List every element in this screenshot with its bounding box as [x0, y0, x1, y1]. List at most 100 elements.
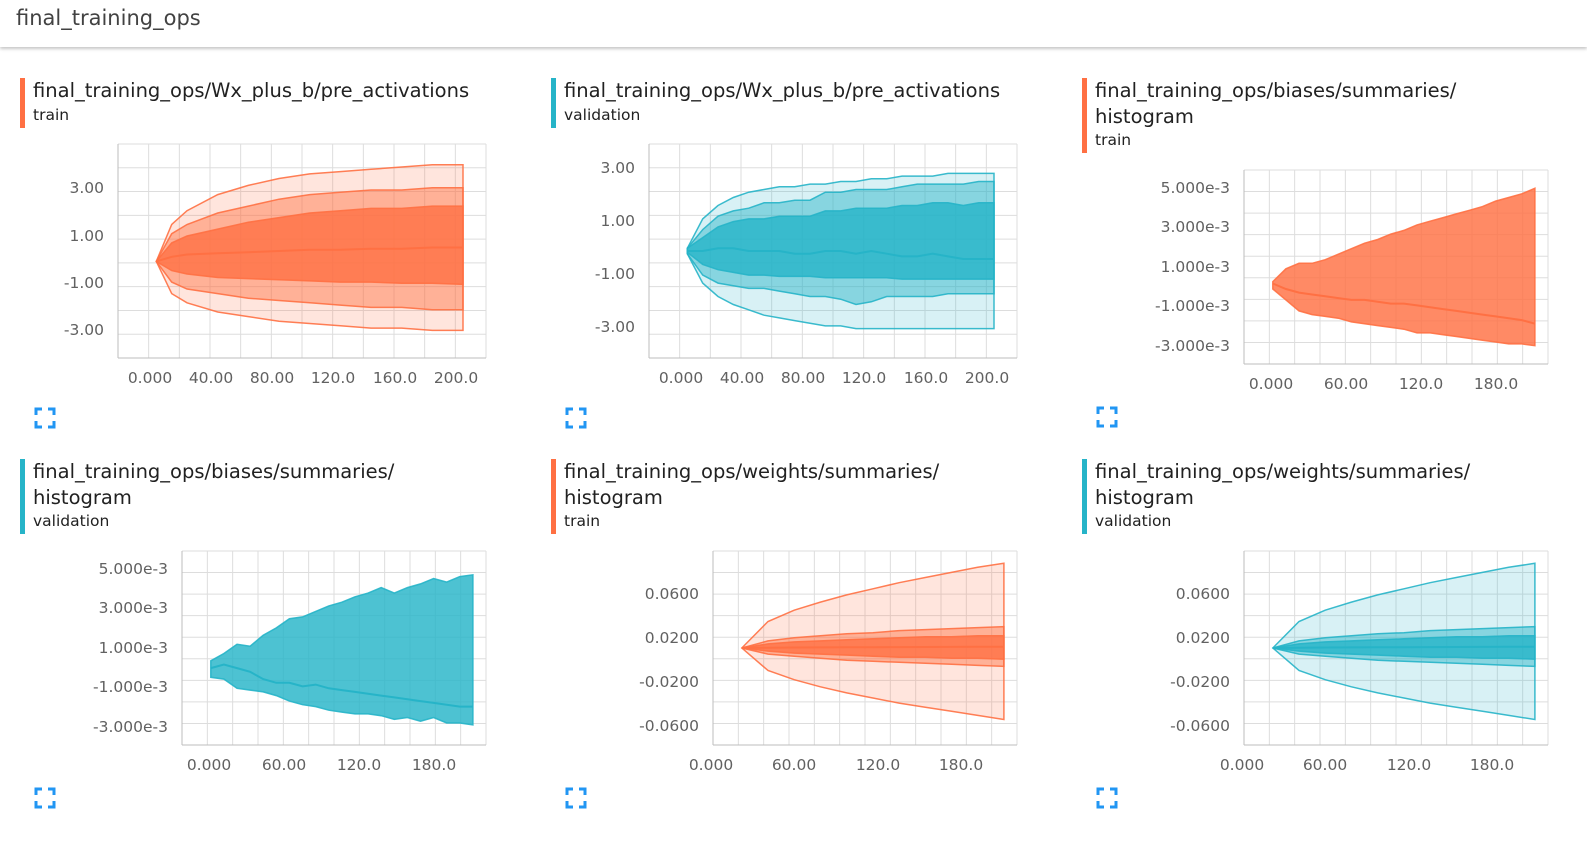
- chart-title: final_training_ops/Wx_plus_b/pre_activat…: [564, 79, 1001, 102]
- y-tick-label: 1.000e-3: [99, 639, 168, 657]
- x-tick-label: 180.0: [1474, 375, 1518, 393]
- histogram-chart[interactable]: 3.00 1.00 -1.00 -3.00 0.000 40.00 80.00 120.0 16…: [20, 140, 540, 400]
- y-tick-label: -1.000e-3: [1155, 297, 1230, 315]
- median-line: [156, 246, 463, 263]
- x-tick-label: 0.000: [1249, 375, 1293, 393]
- section-title: final_training_ops: [16, 6, 201, 30]
- chart-title: final_training_ops/biases/summaries/ his…: [33, 460, 395, 509]
- run-label: validation: [33, 512, 110, 530]
- x-tick-label: 60.00: [262, 756, 306, 774]
- run-color-bar: [551, 78, 556, 128]
- run-label: train: [564, 512, 601, 530]
- section-header: final_training_ops: [0, 0, 1587, 47]
- run-color-bar: [551, 459, 556, 534]
- x-tick-label: 0.000: [659, 369, 703, 387]
- x-tick-label: 120.0: [337, 756, 381, 774]
- median-line: [210, 663, 473, 708]
- x-tick-label: 40.00: [720, 369, 764, 387]
- x-tick-label: 200.0: [434, 369, 478, 387]
- median-line: [741, 645, 1004, 649]
- x-tick-label: 80.00: [781, 369, 825, 387]
- y-tick-label: 1.00: [600, 212, 635, 230]
- distribution-band-0: [1272, 187, 1536, 347]
- x-tick-label: 180.0: [412, 756, 456, 774]
- x-tick-label: 60.00: [772, 756, 816, 774]
- y-tick-label: -3.000e-3: [1155, 337, 1230, 355]
- x-tick-label: 0.000: [187, 756, 231, 774]
- y-tick-label: -1.000e-3: [93, 678, 168, 696]
- y-tick-label: -0.0600: [639, 717, 699, 735]
- distribution-band-2: [686, 202, 995, 280]
- y-tick-label: 3.00: [600, 159, 635, 177]
- x-tick-label: 120.0: [1399, 375, 1443, 393]
- run-label: validation: [1095, 512, 1172, 530]
- histogram-chart[interactable]: 5.000e-3 3.000e-3 1.000e-3 -1.000e-3 -3.000e…: [1082, 166, 1587, 426]
- expand-icon[interactable]: [1096, 406, 1118, 428]
- y-tick-label: -3.00: [64, 321, 104, 339]
- y-tick-label: 0.0200: [645, 629, 699, 647]
- x-tick-label: 160.0: [373, 369, 417, 387]
- x-tick-label: 180.0: [1470, 756, 1514, 774]
- run-label: train: [1095, 131, 1132, 149]
- histogram-chart[interactable]: 0.0600 0.0200 -0.0200 -0.0600 0.000 60.00 120.…: [551, 547, 1071, 807]
- y-tick-label: 5.000e-3: [99, 560, 168, 578]
- y-tick-label: 3.00: [69, 179, 104, 197]
- y-tick-label: 1.000e-3: [1161, 258, 1230, 276]
- x-tick-label: 120.0: [842, 369, 886, 387]
- x-tick-label: 40.00: [189, 369, 233, 387]
- expand-icon[interactable]: [34, 787, 56, 809]
- y-tick-label: -0.0200: [639, 673, 699, 691]
- run-label: validation: [564, 106, 641, 124]
- run-label: train: [33, 106, 70, 124]
- chart-card: final_training_ops/Wx_plus_b/pre_activat…: [20, 78, 540, 448]
- run-color-bar: [20, 459, 25, 534]
- x-tick-label: 120.0: [856, 756, 900, 774]
- y-tick-label: -3.000e-3: [93, 718, 168, 736]
- chart-card: final_training_ops/biases/summaries/ his…: [20, 459, 540, 829]
- histogram-chart[interactable]: 3.00 1.00 -1.00 -3.00 0.000 40.00 80.00 120.0 16…: [551, 140, 1071, 400]
- expand-icon[interactable]: [1096, 787, 1118, 809]
- x-tick-label: 60.00: [1324, 375, 1368, 393]
- chart-title: final_training_ops/weights/summaries/ hi…: [564, 460, 940, 509]
- x-tick-label: 80.00: [250, 369, 294, 387]
- x-tick-label: 0.000: [128, 369, 172, 387]
- x-tick-label: 60.00: [1303, 756, 1347, 774]
- y-tick-label: -3.00: [595, 318, 635, 336]
- y-tick-label: -0.0600: [1170, 717, 1230, 735]
- chart-title: final_training_ops/weights/summaries/ hi…: [1095, 460, 1471, 509]
- y-tick-label: 0.0600: [645, 585, 699, 603]
- chart-title: final_training_ops/biases/summaries/ his…: [1095, 79, 1457, 128]
- run-color-bar: [1082, 78, 1087, 153]
- median-line: [687, 247, 994, 260]
- chart-card: final_training_ops/weights/summaries/ hi…: [1082, 459, 1587, 829]
- histogram-chart[interactable]: 5.000e-3 3.000e-3 1.000e-3 -1.000e-3 -3.000e…: [20, 547, 540, 807]
- y-tick-label: -1.00: [595, 265, 635, 283]
- y-tick-label: 3.000e-3: [1161, 218, 1230, 236]
- x-tick-label: 160.0: [904, 369, 948, 387]
- x-tick-label: 180.0: [939, 756, 983, 774]
- histogram-chart[interactable]: 0.0600 0.0200 -0.0200 -0.0600 0.000 60.00 120.…: [1082, 547, 1587, 807]
- chart-title: final_training_ops/Wx_plus_b/pre_activat…: [33, 79, 470, 102]
- y-tick-label: -0.0200: [1170, 673, 1230, 691]
- y-tick-label: 5.000e-3: [1161, 179, 1230, 197]
- chart-card: final_training_ops/biases/summaries/ his…: [1082, 78, 1587, 448]
- distribution-band-2: [155, 205, 464, 286]
- x-tick-label: 0.000: [1220, 756, 1264, 774]
- y-tick-label: 3.000e-3: [99, 599, 168, 617]
- y-tick-label: -1.00: [64, 274, 104, 292]
- median-line: [1272, 282, 1536, 325]
- chart-card: final_training_ops/weights/summaries/ hi…: [551, 459, 1071, 829]
- median-line: [1272, 645, 1535, 649]
- y-tick-label: 0.0200: [1176, 629, 1230, 647]
- x-tick-label: 0.000: [689, 756, 733, 774]
- chart-card: final_training_ops/Wx_plus_b/pre_activat…: [551, 78, 1071, 448]
- y-tick-label: 1.00: [69, 227, 104, 245]
- expand-icon[interactable]: [565, 787, 587, 809]
- run-color-bar: [1082, 459, 1087, 534]
- x-tick-label: 120.0: [1387, 756, 1431, 774]
- x-tick-label: 200.0: [965, 369, 1009, 387]
- run-color-bar: [20, 78, 25, 128]
- expand-icon[interactable]: [34, 407, 56, 429]
- x-tick-label: 120.0: [311, 369, 355, 387]
- expand-icon[interactable]: [565, 407, 587, 429]
